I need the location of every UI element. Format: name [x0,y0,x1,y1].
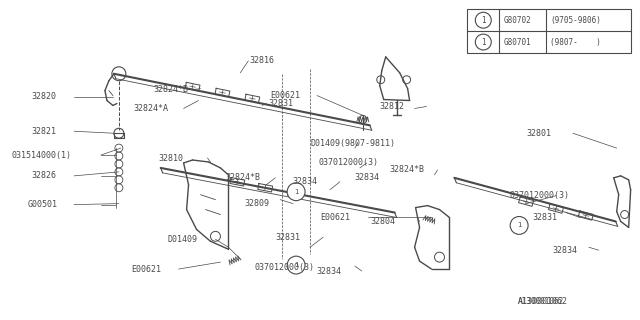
Text: 1: 1 [294,262,298,268]
Text: (9807-    ): (9807- ) [550,37,601,46]
Text: 037012000(3): 037012000(3) [254,263,314,272]
Text: 32820: 32820 [31,92,56,101]
Text: 32824*B: 32824*B [390,165,425,174]
Text: 32834: 32834 [552,246,577,255]
Text: G00501: G00501 [28,200,57,209]
Text: 32824*B: 32824*B [154,85,189,94]
Text: D01409: D01409 [168,235,198,244]
Text: E00621: E00621 [131,265,161,274]
Text: 32834: 32834 [316,267,341,276]
Text: 1: 1 [517,222,521,228]
Text: A130001062: A130001062 [518,297,568,306]
Text: G80701: G80701 [503,37,531,46]
Text: 32804: 32804 [371,217,396,226]
Text: 32816: 32816 [250,56,275,65]
Text: 1: 1 [481,37,486,46]
Text: 037012000(3): 037012000(3) [318,158,378,167]
Text: 32812: 32812 [380,102,404,111]
Text: 32826: 32826 [31,172,56,180]
Text: 32831: 32831 [275,233,300,242]
Text: (9705-9806): (9705-9806) [550,16,601,25]
Text: D01409(9807-9811): D01409(9807-9811) [310,139,395,148]
Text: A130001062: A130001062 [518,297,564,306]
Text: E00621: E00621 [270,91,300,100]
Text: E00621: E00621 [320,213,350,222]
Text: 32824*A: 32824*A [134,104,169,113]
Text: G80702: G80702 [503,16,531,25]
Circle shape [287,183,305,201]
Text: 32801: 32801 [526,129,551,138]
Bar [467,9,630,53]
Text: 32834: 32834 [355,173,380,182]
Text: 32831: 32831 [268,99,293,108]
Text: 1: 1 [481,16,486,25]
Text: 32809: 32809 [244,199,269,208]
Text: 32810: 32810 [159,154,184,163]
Text: 32824*B: 32824*B [225,173,260,182]
Text: 32834: 32834 [292,177,317,186]
Text: 031514000(1): 031514000(1) [12,150,71,160]
Text: 1: 1 [294,189,298,195]
Text: 32831: 32831 [532,213,557,222]
Circle shape [510,217,528,234]
Circle shape [287,256,305,274]
Text: 32821: 32821 [31,127,56,136]
Text: 037012000(3): 037012000(3) [509,191,569,200]
